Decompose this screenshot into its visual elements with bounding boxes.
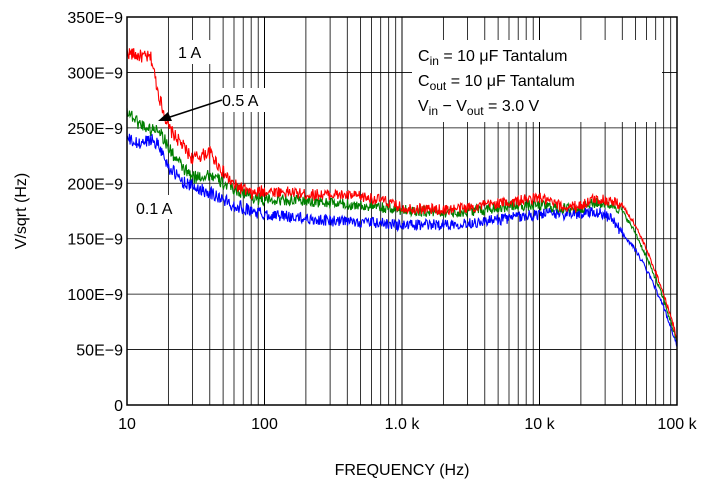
conditions-box-bg xyxy=(412,40,662,122)
series-layer xyxy=(126,48,678,347)
x-tick-label: 100 k xyxy=(657,416,697,433)
y-tick-label: 300E−9 xyxy=(67,65,123,82)
y-tick-label: 350E−9 xyxy=(67,10,123,27)
grid xyxy=(126,16,677,406)
cout-label: Cout = 10 μF Tantalum xyxy=(418,73,575,93)
x-tick-label: 10 k xyxy=(524,416,555,433)
series-line-1-a xyxy=(126,48,678,341)
y-axis-label: V/sqrt (Hz) xyxy=(13,173,30,249)
y-tick-label: 50E−9 xyxy=(76,343,123,360)
x-axis-label: FREQUENCY (Hz) xyxy=(335,462,470,479)
series-label-1a: 1 A xyxy=(178,45,201,62)
plot-frame xyxy=(126,16,678,406)
vin-vout-label: Vin − Vout = 3.0 V xyxy=(418,98,540,118)
y-tick-label: 150E−9 xyxy=(67,232,123,249)
series-line-0-1-a xyxy=(126,133,678,347)
tick-labels: 10 100 1.0 k 10 k 100 k 0 50E−9 100E−9 150E−9 200… xyxy=(67,10,697,433)
arrow-0-5a xyxy=(169,99,223,118)
x-tick-label: 100 xyxy=(251,416,278,433)
x-tick-label: 1.0 k xyxy=(385,416,421,433)
arrow-head-0-5a xyxy=(158,112,172,121)
y-tick-label: 250E−9 xyxy=(67,121,123,138)
series-labels: 1 A 0.5 A 0.1 A xyxy=(132,40,278,219)
y-tick-label: 0 xyxy=(114,398,123,415)
cin-label: Cin = 10 μF Tantalum xyxy=(418,48,567,68)
y-tick-label: 100E−9 xyxy=(67,287,123,304)
y-tick-label: 200E−9 xyxy=(67,176,123,193)
conditions-box: Cin = 10 μF Tantalum Cout = 10 μF Tantal… xyxy=(412,40,662,122)
series-label-0-5a: 0.5 A xyxy=(222,93,259,110)
x-tick-label: 10 xyxy=(118,416,136,433)
series-label-0-1a: 0.1 A xyxy=(136,201,173,218)
